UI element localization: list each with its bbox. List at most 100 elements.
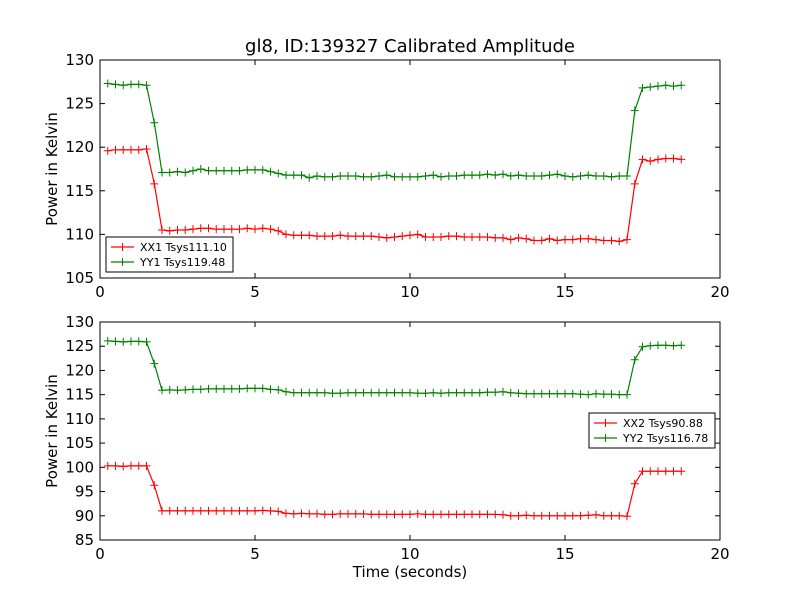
data-point-marker	[235, 166, 244, 175]
data-point-marker	[475, 233, 484, 242]
data-point-marker	[615, 171, 624, 180]
y-tick-label: 130	[65, 313, 94, 331]
data-point-marker	[630, 106, 639, 115]
data-point-marker	[491, 510, 500, 519]
y-axis-label: Power in Kelvin	[43, 374, 61, 488]
data-point-marker	[460, 171, 469, 180]
y-tick-label: 115	[65, 182, 94, 200]
data-point-marker	[375, 388, 383, 397]
data-point-marker	[661, 341, 670, 350]
data-point-marker	[607, 172, 616, 181]
data-point-marker	[677, 341, 686, 350]
y-tick-label: 95	[75, 483, 94, 501]
data-point-marker	[444, 510, 453, 519]
data-point-marker	[460, 388, 469, 397]
legend-entry-label: XX1 Tsys111.10	[140, 241, 227, 254]
data-point-marker	[499, 510, 507, 519]
data-point-marker	[212, 166, 221, 175]
data-point-marker	[390, 172, 399, 181]
data-point-marker	[421, 233, 430, 242]
data-point-marker	[289, 509, 298, 518]
data-point-marker	[584, 390, 593, 399]
data-point-marker	[506, 235, 515, 244]
x-axis-label: Time (seconds)	[352, 563, 468, 581]
data-point-marker	[553, 389, 562, 398]
data-point-marker	[592, 389, 600, 398]
data-point-marker	[119, 337, 128, 346]
data-point-marker	[297, 388, 306, 397]
data-point-marker	[491, 233, 500, 242]
data-point-marker	[328, 172, 337, 181]
data-point-marker	[677, 155, 686, 164]
data-point-marker	[282, 509, 290, 518]
data-point-marker	[173, 506, 182, 515]
data-point-marker	[351, 232, 360, 241]
data-point-marker	[367, 172, 376, 181]
data-point-marker	[468, 388, 476, 397]
x-tick-label: 10	[400, 545, 419, 563]
data-point-marker	[499, 387, 507, 396]
data-point-marker	[468, 233, 476, 242]
data-point-marker	[258, 224, 267, 233]
legend-marker	[118, 243, 127, 251]
y-tick-label: 110	[65, 410, 94, 428]
data-point-marker	[421, 510, 430, 519]
data-point-marker	[576, 511, 585, 520]
data-point-marker	[607, 236, 616, 245]
data-point-marker	[196, 165, 205, 173]
data-point-marker	[444, 388, 453, 397]
data-point-marker	[212, 384, 221, 393]
data-point-marker	[189, 385, 197, 394]
data-point-marker	[173, 167, 182, 176]
data-point-marker	[375, 233, 383, 242]
data-point-marker	[537, 511, 546, 520]
data-point-marker	[444, 171, 453, 180]
data-point-marker	[646, 341, 655, 350]
data-point-marker	[266, 225, 275, 234]
x-tick-label: 20	[710, 545, 729, 563]
data-point-marker	[429, 388, 438, 397]
data-point-marker	[103, 461, 112, 470]
data-point-marker	[413, 172, 422, 181]
data-point-marker	[677, 467, 686, 476]
data-point-marker	[212, 506, 221, 515]
data-point-marker	[251, 225, 259, 234]
data-point-marker	[553, 170, 562, 179]
data-point-marker	[134, 337, 143, 346]
data-point-marker	[537, 171, 546, 180]
data-point-marker	[189, 506, 197, 515]
data-point-marker	[638, 342, 647, 351]
data-point-marker	[274, 169, 283, 178]
data-point-marker	[134, 461, 143, 470]
data-point-marker	[615, 390, 624, 399]
data-point-marker	[584, 511, 593, 520]
data-point-marker	[630, 479, 639, 488]
data-point-marker	[150, 118, 159, 127]
data-point-marker	[227, 384, 236, 393]
data-point-marker	[514, 233, 523, 242]
data-point-marker	[204, 166, 213, 175]
data-point-marker	[592, 235, 600, 244]
data-point-marker	[437, 389, 445, 398]
data-point-marker	[196, 385, 205, 394]
data-point-marker	[545, 234, 554, 243]
data-point-marker	[150, 179, 159, 188]
data-point-marker	[251, 384, 259, 393]
data-point-marker	[305, 231, 314, 240]
data-point-marker	[398, 232, 407, 241]
data-point-marker	[584, 171, 593, 180]
data-point-marker	[251, 165, 259, 174]
data-point-marker	[623, 171, 631, 180]
data-point-marker	[313, 388, 321, 397]
data-point-marker	[468, 510, 476, 519]
data-point-marker	[661, 154, 670, 163]
data-point-marker	[289, 171, 298, 180]
data-point-marker	[142, 81, 151, 90]
data-point-marker	[568, 389, 577, 398]
data-point-marker	[158, 506, 166, 515]
data-point-marker	[545, 511, 554, 520]
series-line	[107, 148, 682, 243]
y-tick-label: 130	[65, 51, 94, 69]
data-point-marker	[297, 231, 306, 240]
data-point-marker	[150, 359, 159, 368]
